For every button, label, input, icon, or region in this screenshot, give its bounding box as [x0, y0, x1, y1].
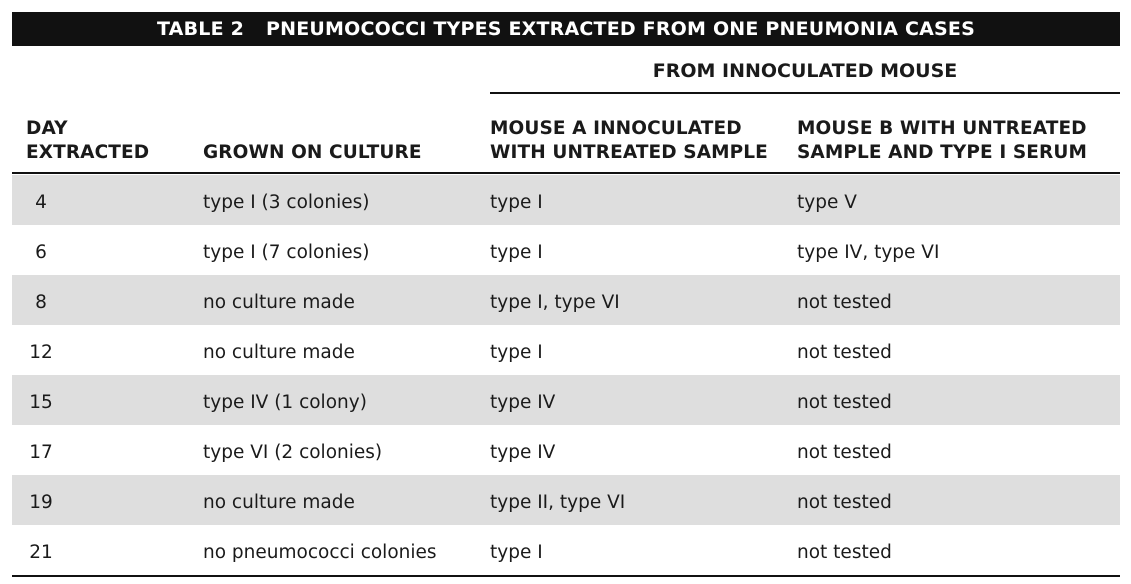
- cell-day: 12: [29, 342, 53, 363]
- bottom-rule: [12, 575, 1120, 577]
- cell-day: 21: [29, 542, 53, 563]
- table-title: TABLE 2 PNEUMOCOCCI TYPES EXTRACTED FROM …: [12, 12, 1120, 46]
- cell-grown: type VI (2 colonies): [203, 442, 383, 463]
- cell-mouse-b: not tested: [797, 442, 892, 463]
- cell-day: 15: [29, 392, 53, 413]
- cell-mouse-a: type I: [490, 242, 543, 263]
- cell-mouse-a: type I: [490, 342, 543, 363]
- cell-mouse-a: type I: [490, 192, 543, 213]
- cell-mouse-a: type I: [490, 542, 543, 563]
- table-caption: PNEUMOCOCCI TYPES EXTRACTED FROM ONE PNE…: [266, 18, 975, 40]
- column-header-mouse-a: MOUSE A INNOCULATED WITH UNTREATED SAMPL…: [490, 117, 768, 165]
- table-row: 8 no culture made type I, type VI not te…: [12, 275, 1120, 325]
- cell-mouse-a: type IV: [490, 442, 556, 463]
- cell-day: 19: [29, 492, 53, 513]
- column-header-grown: GROWN ON CULTURE: [203, 142, 422, 163]
- cell-mouse-b: not tested: [797, 492, 892, 513]
- cell-day: 4: [35, 192, 47, 213]
- cell-grown: type I (7 colonies): [203, 242, 370, 263]
- cell-day: 6: [35, 242, 47, 263]
- cell-day: 17: [29, 442, 53, 463]
- table-row: 12 no culture made type I not tested: [12, 325, 1120, 375]
- cell-mouse-b: not tested: [797, 292, 892, 313]
- column-header-day-line-2: EXTRACTED: [26, 142, 150, 163]
- table-row: 21 no pneumococci colonies type I not te…: [12, 525, 1120, 575]
- cell-mouse-a: type IV: [490, 392, 556, 413]
- cell-grown: no culture made: [203, 342, 355, 363]
- table-row: 17 type VI (2 colonies) type IV not test…: [12, 425, 1120, 475]
- spanner-header: FROM INNOCULATED MOUSE: [490, 58, 1120, 94]
- table-row: 6 type I (7 colonies) type I type IV, ty…: [12, 225, 1120, 275]
- table-row: 4 type I (3 colonies) type I type V: [12, 175, 1120, 225]
- column-header-mouse-b-line-2: SAMPLE AND TYPE I SERUM: [797, 142, 1087, 163]
- table-number: TABLE 2: [157, 18, 244, 40]
- cell-grown: no culture made: [203, 492, 355, 513]
- cell-mouse-b: not tested: [797, 342, 892, 363]
- cell-grown: type I (3 colonies): [203, 192, 370, 213]
- column-header-mouse-a-line-1: MOUSE A INNOCULATED: [490, 118, 742, 139]
- cell-day: 8: [35, 292, 47, 313]
- column-header-day-line-1: DAY: [26, 118, 68, 139]
- cell-mouse-b: not tested: [797, 542, 892, 563]
- cell-mouse-a: type I, type VI: [490, 292, 620, 313]
- cell-grown: no pneumococci colonies: [203, 542, 437, 563]
- table-row: 15 type IV (1 colony) type IV not tested: [12, 375, 1120, 425]
- table-body: 4 type I (3 colonies) type I type V 6 ty…: [12, 175, 1120, 575]
- table-row: 19 no culture made type II, type VI not …: [12, 475, 1120, 525]
- cell-mouse-b: type IV, type VI: [797, 242, 940, 263]
- cell-mouse-b: not tested: [797, 392, 892, 413]
- column-header-day: DAY EXTRACTED: [26, 117, 149, 165]
- cell-mouse-a: type II, type VI: [490, 492, 626, 513]
- column-header-mouse-b: MOUSE B WITH UNTREATED SAMPLE AND TYPE I…: [797, 117, 1087, 165]
- cell-grown: no culture made: [203, 292, 355, 313]
- column-header-mouse-b-line-1: MOUSE B WITH UNTREATED: [797, 118, 1087, 139]
- header-rule: [12, 172, 1120, 174]
- column-header-mouse-a-line-2: WITH UNTREATED SAMPLE: [490, 142, 768, 163]
- cell-grown: type IV (1 colony): [203, 392, 367, 413]
- cell-mouse-b: type V: [797, 192, 857, 213]
